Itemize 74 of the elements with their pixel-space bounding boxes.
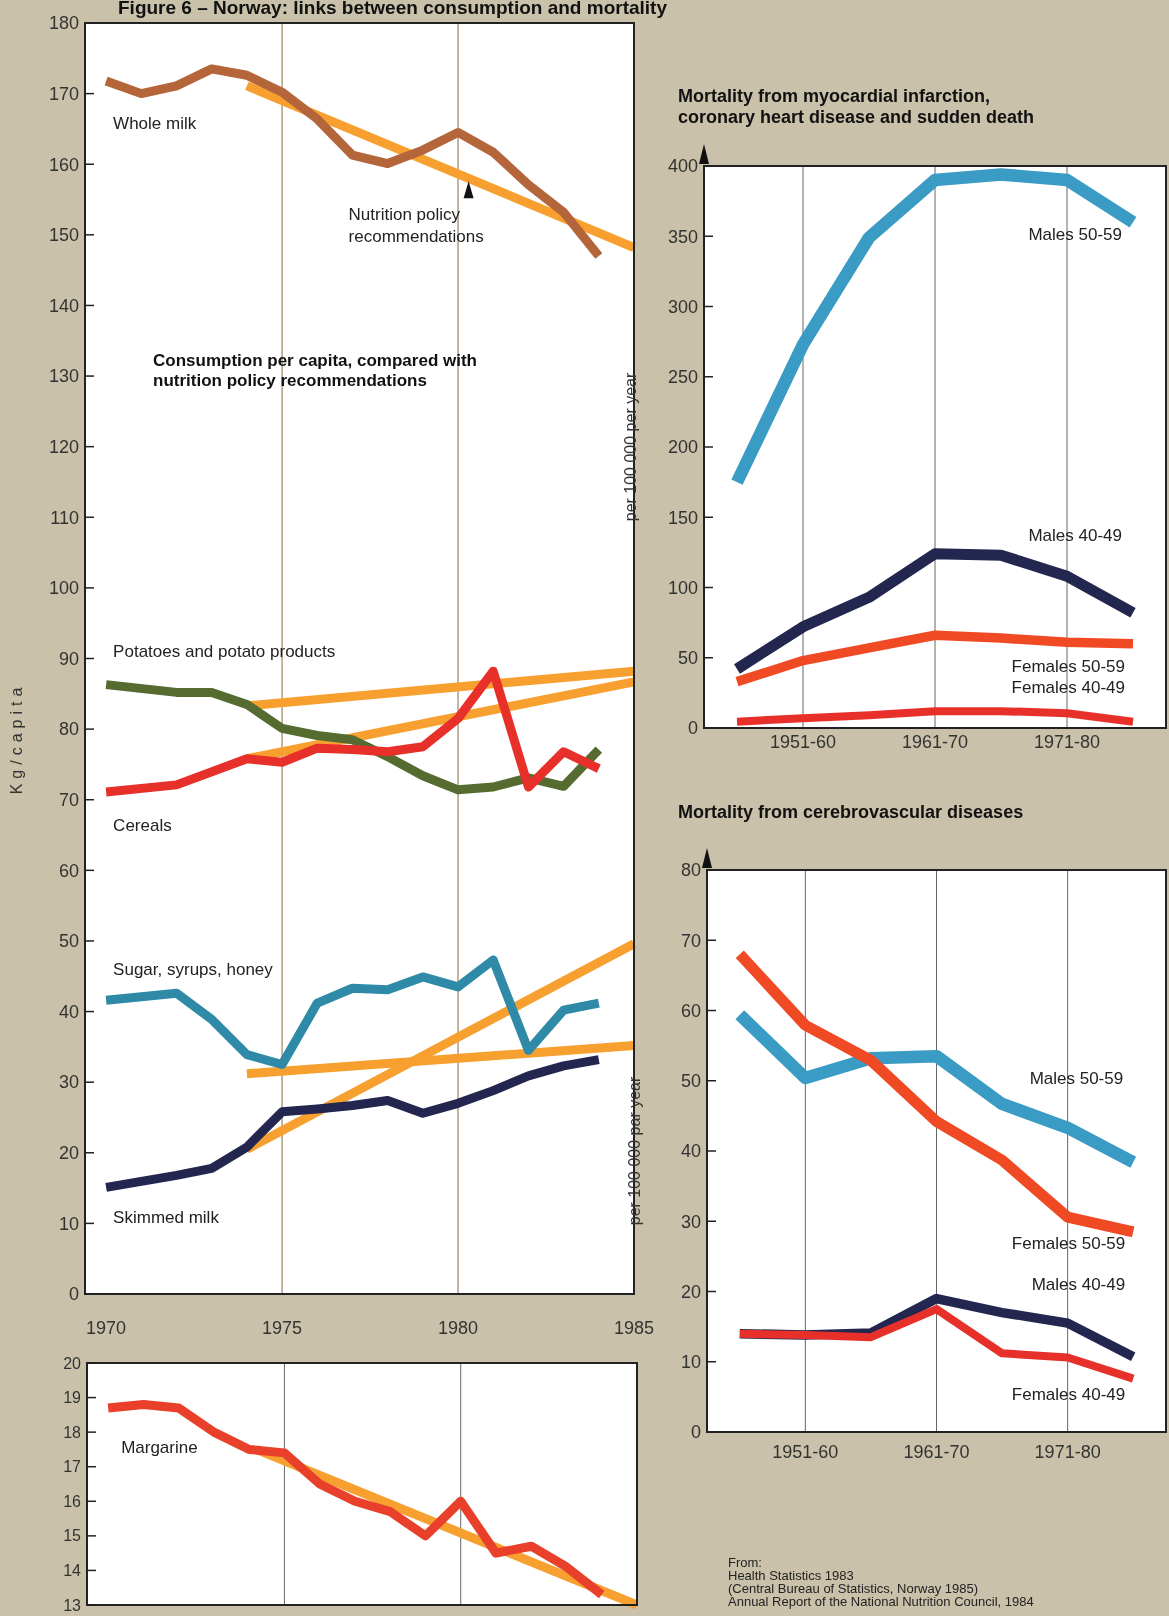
y-tick-label: 100 (48, 578, 79, 599)
series-label: Females 50-59 (1011, 656, 1125, 676)
series-label: Margarine (121, 1437, 198, 1457)
y-tick-label: 70 (58, 790, 79, 811)
y-tick-label: 14 (63, 1562, 82, 1580)
y-tick-label: 18 (63, 1423, 82, 1441)
y-tick-label: 16 (63, 1492, 82, 1510)
series-label: Females 40-49 (1011, 677, 1125, 697)
y-tick-label: 60 (680, 1000, 701, 1021)
y-tick-label: 160 (48, 154, 79, 175)
y-tick-label: 20 (58, 1143, 79, 1164)
y-tick-label: 130 (48, 366, 79, 387)
y-tick-label: 0 (68, 1284, 79, 1305)
y-tick-label: 40 (58, 1001, 79, 1022)
y-tick-label: 13 (63, 1596, 82, 1614)
y-tick-label: 15 (63, 1527, 82, 1545)
y-tick-label: 150 (48, 225, 79, 246)
y-tick-label: 50 (677, 648, 698, 669)
series-label: Skimmed milk (113, 1208, 220, 1228)
y-tick-label: 140 (48, 295, 79, 316)
y-tick-label: 10 (680, 1352, 701, 1373)
annotation: Nutrition policy recommendations (348, 205, 484, 247)
chart-title: Mortality from myocardial infarction, coronary heart disease and sudden death (678, 86, 1035, 127)
y-tick-label: 19 (63, 1389, 82, 1407)
series-label: Cereals (113, 815, 172, 835)
x-tick-label: 1961-70 (901, 732, 969, 752)
y-tick-label: 50 (680, 1071, 701, 1092)
y-tick-label: 10 (58, 1213, 79, 1234)
y-tick-label: 170 (48, 83, 79, 104)
x-tick-label: 1961-70 (903, 1442, 970, 1462)
y-tick-label: 17 (63, 1458, 82, 1476)
y-tick-label: 180 (48, 13, 79, 34)
y-tick-label: 250 (667, 367, 698, 388)
y-tick-label: 100 (667, 577, 698, 598)
annotation: Consumption per capita, compared with nutrition policy recommendations (153, 351, 477, 390)
y-tick-label: 30 (58, 1072, 79, 1093)
y-tick-label: 30 (680, 1211, 701, 1232)
y-tick-label: 70 (680, 930, 701, 951)
series-label: Potatoes and potato products (113, 641, 336, 661)
x-tick-label: 1985 (613, 1318, 655, 1338)
chart-title: Figure 6 – Norway: links between consumption and mortality (118, 0, 668, 18)
series-label: Males 40-49 (1028, 525, 1122, 545)
y-tick-label: 80 (58, 719, 79, 740)
y-axis-title: per 100 000 par year (626, 1076, 643, 1226)
y-tick-label: 110 (50, 507, 79, 528)
y-axis-title: Kg/capita (8, 682, 25, 795)
x-tick-label: 1980 (438, 1318, 479, 1338)
y-tick-label: 200 (667, 437, 698, 458)
y-tick-label: 0 (690, 1422, 701, 1443)
y-tick-label: 0 (687, 718, 698, 739)
y-tick-label: 150 (667, 507, 698, 528)
series-label: Males 50-59 (1028, 225, 1122, 245)
text: From: Health Statistics 1983 (Central Bureau of Statistics, Norway 1985) Annual Report of the National Nutrition Council, 1984 (728, 1555, 1034, 1609)
y-tick-label: 120 (48, 436, 79, 457)
x-tick-label: 1970 (86, 1318, 127, 1338)
x-tick-label: 1951-60 (769, 732, 837, 752)
y-axis-title: per 100 000 per year (622, 372, 639, 522)
y-tick-label: 300 (667, 296, 698, 317)
y-tick-label: 350 (667, 226, 698, 247)
y-tick-label: 400 (667, 156, 698, 177)
y-tick-label: 20 (680, 1281, 701, 1302)
y-tick-label: 80 (680, 860, 701, 881)
y-tick-label: 20 (63, 1354, 82, 1372)
chart-title: Mortality from cerebrovascular diseases (678, 802, 1024, 822)
y-tick-label: 90 (58, 648, 79, 669)
y-tick-label: 50 (58, 931, 79, 952)
x-tick-label: 1971-80 (1033, 732, 1101, 752)
y-tick-label: 40 (680, 1141, 701, 1162)
y-tick-label: 60 (58, 860, 79, 881)
x-tick-label: 1971-80 (1034, 1442, 1101, 1462)
series-label: Whole milk (113, 113, 197, 133)
series-label: Sugar, syrups, honey (113, 960, 274, 980)
x-tick-label: 1951-60 (772, 1442, 839, 1462)
x-tick-label: 1975 (262, 1318, 303, 1338)
